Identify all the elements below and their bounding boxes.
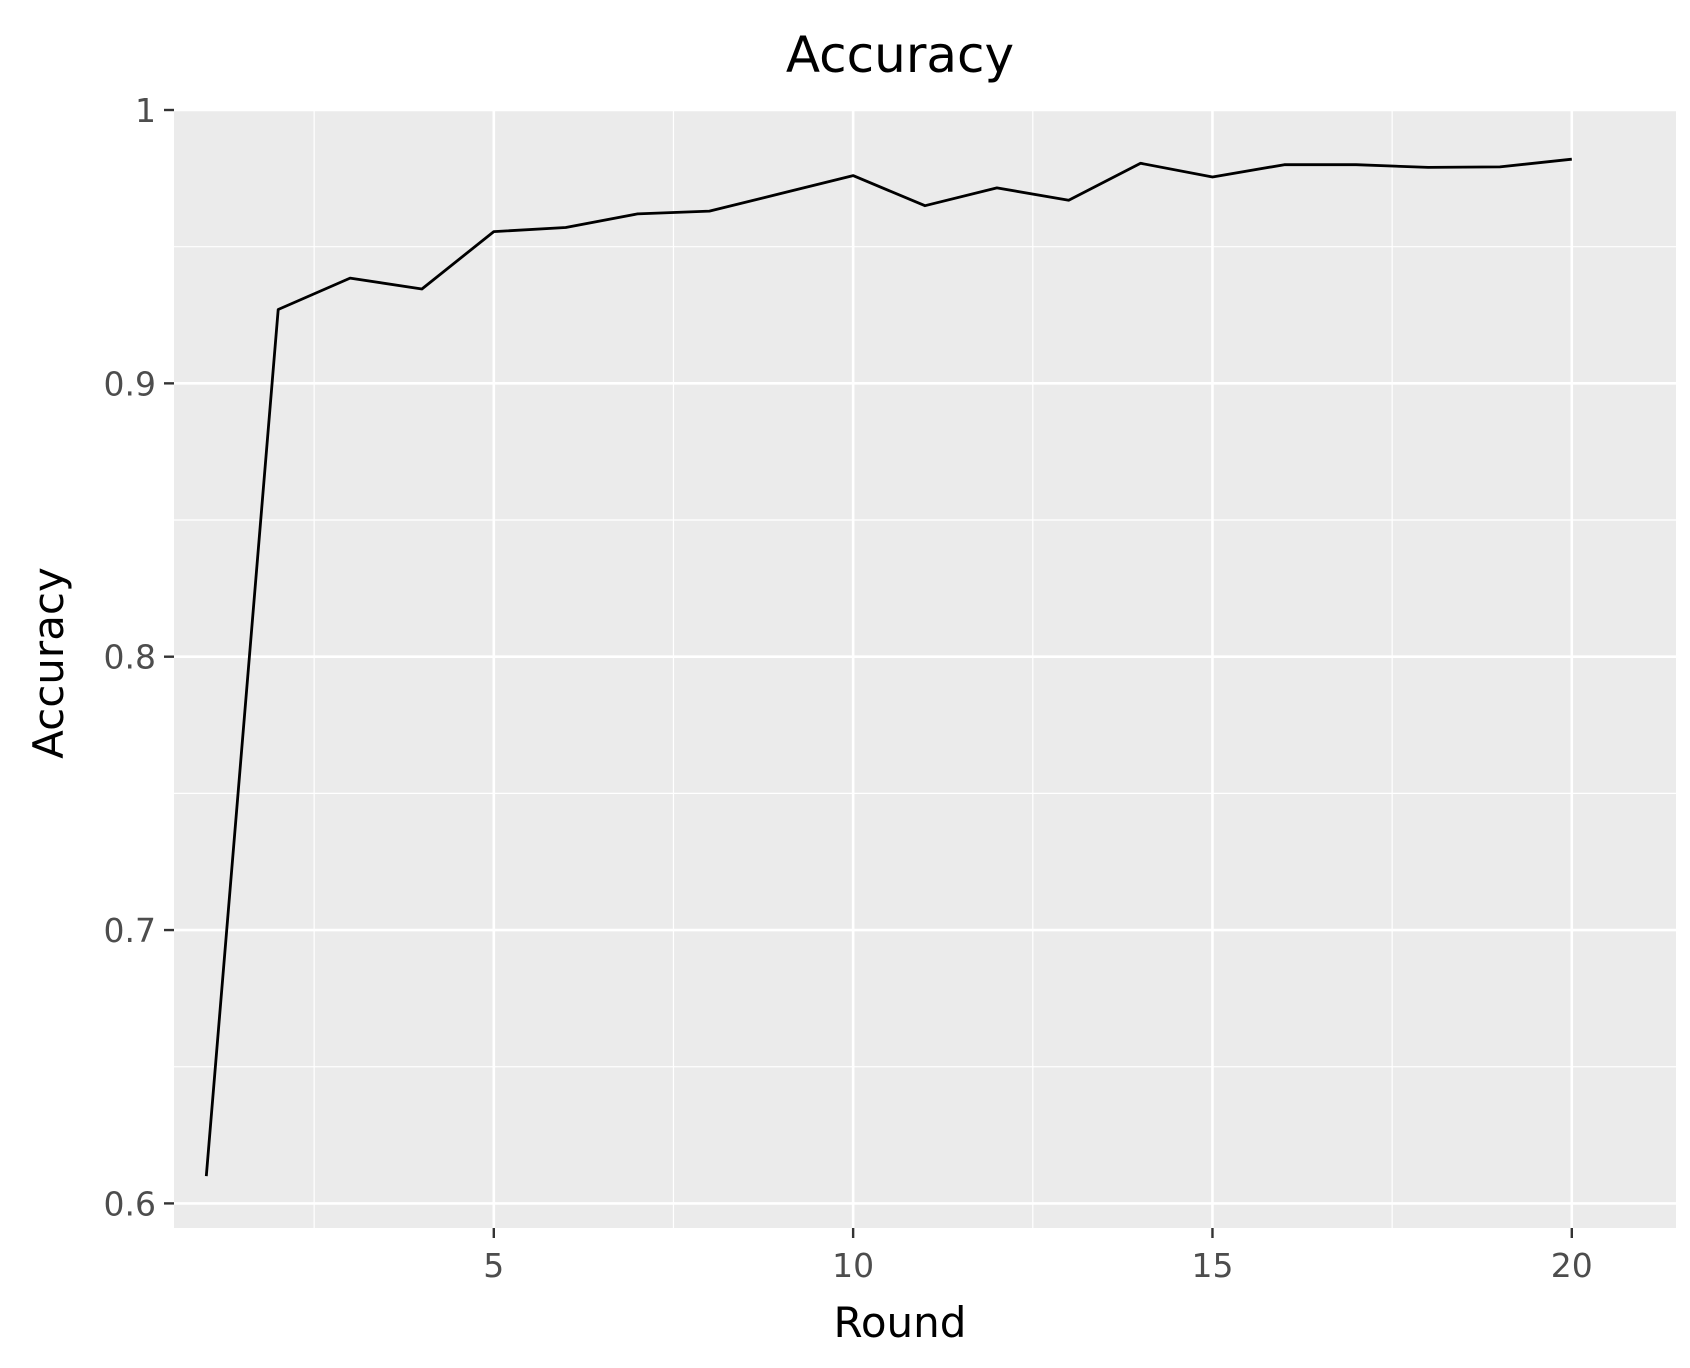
y-tick-label: 0.9 bbox=[104, 364, 156, 403]
major-gridlines bbox=[174, 108, 1676, 1228]
series-layer bbox=[204, 157, 1572, 1177]
x-tick-label: 20 bbox=[1551, 1246, 1593, 1285]
chart-title: Accuracy bbox=[786, 26, 1014, 84]
y-tick-label: 0.8 bbox=[104, 638, 156, 677]
x-tick-label: 10 bbox=[832, 1246, 874, 1285]
accuracy-series-line bbox=[204, 157, 1572, 1177]
x-axis-title: Round bbox=[834, 1298, 967, 1347]
x-tick-label: 5 bbox=[483, 1246, 504, 1285]
axis-ticks bbox=[164, 108, 1573, 1238]
y-tick-label: 0.6 bbox=[104, 1184, 156, 1223]
x-tick-label: 15 bbox=[1191, 1246, 1233, 1285]
y-tick-label: 0.7 bbox=[104, 911, 156, 950]
y-axis-title: Accuracy bbox=[24, 567, 73, 759]
tick-labels: 5 10 15 20 0.6 0.7 0.8 0.9 1 bbox=[104, 91, 1593, 1285]
y-tick-label: 1 bbox=[135, 91, 156, 130]
plot-panel bbox=[174, 110, 1676, 1228]
minor-gridlines bbox=[174, 110, 1676, 1228]
